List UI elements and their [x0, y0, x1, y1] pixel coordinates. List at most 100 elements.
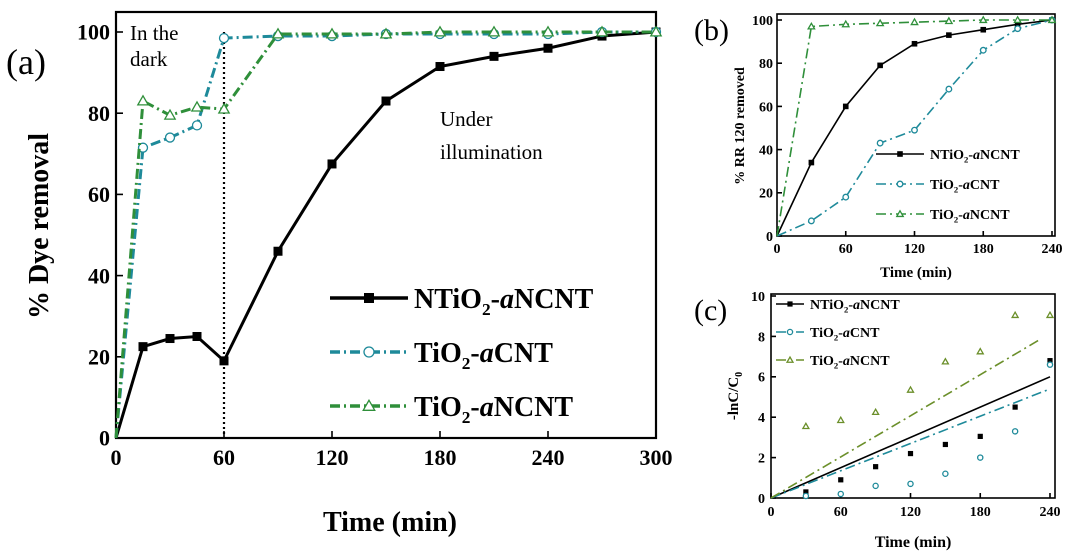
pa-legend-1-label: TiO2-aCNT	[414, 338, 553, 373]
panel-c-ylabel: -lnC/C0	[726, 372, 745, 420]
pa-series-1-point-2	[164, 132, 176, 143]
pa-series-0-line	[114, 30, 657, 439]
pa-series-2-point-8	[433, 25, 447, 37]
pa-legend-0-marker	[364, 293, 374, 303]
pb-series-0-point-1	[808, 159, 815, 166]
pc-series-1-point-1	[837, 490, 845, 498]
pb-xtick-label-3: 180	[973, 242, 994, 257]
panel-b-ylabel: % RR 120 removed	[733, 67, 748, 185]
panel-c-ylabel-main: -lnC/C	[726, 377, 742, 420]
pa-series-0-point-8	[435, 62, 445, 72]
pb-ytick-label-3: 60	[759, 100, 773, 115]
pc-legend-2-marker	[785, 355, 795, 363]
pa-legend-0-label: NTiO2-aNCNT	[414, 284, 594, 319]
pa-ytick-label-4: 80	[88, 101, 110, 126]
pa-ytick-label-0: 0	[99, 426, 110, 451]
pa-series-1-point-1	[137, 142, 149, 153]
pb-xtick-label-4: 240	[1042, 242, 1063, 257]
pa-series-1-line	[114, 30, 656, 439]
pc-series-2-point-1	[836, 415, 845, 424]
pa-legend-2-label-part-4: NCNT	[494, 392, 574, 423]
pb-legend-1-label-part-0: TiO	[930, 178, 954, 193]
pc-series-1-point-4	[942, 470, 949, 478]
pa-legend-0-label-part-2: -	[491, 284, 500, 315]
pb-legend-2-label-part-2: -	[958, 208, 963, 223]
pc-legend-0-label-part-1: 2	[844, 304, 848, 314]
pa-legend-2-label-part-2: -	[470, 392, 479, 423]
pa-legend-2-label-part-0: TiO	[414, 392, 462, 423]
pc-series-0-point-2	[873, 464, 879, 470]
pc-ytick-label-3: 6	[758, 371, 765, 386]
pb-series-2-point-3	[875, 18, 885, 27]
pa-series-2-point-12	[649, 25, 663, 37]
panel-b-frame	[776, 13, 1056, 237]
pc-series-2-point-7	[1045, 310, 1055, 319]
panel-a-chart: (a) In the dark Under illumination Time …	[6, 10, 673, 538]
pc-xtick-label-4: 240	[1040, 505, 1061, 520]
pa-series-0-point-7	[381, 96, 391, 106]
pc-ytick-label-2: 4	[758, 411, 765, 426]
pc-legend-0-label-part-0: NTiO	[810, 298, 844, 313]
pb-legend-2-label-part-3: a	[963, 208, 970, 223]
pa-legend-1-label-part-4: CNT	[494, 338, 553, 369]
pb-series-2-point-7	[1013, 15, 1022, 24]
pa-series-1-point-3	[191, 120, 203, 131]
pa-series-2-point-2	[163, 108, 177, 120]
panel-a-annot-dark-2: dark	[130, 47, 168, 71]
pc-legend-0-label-part-4: NCNT	[860, 298, 900, 313]
pa-series-0-point-4	[219, 356, 229, 366]
pb-xtick-label-2: 120	[904, 242, 925, 257]
pc-ytick-label-4: 8	[758, 330, 765, 345]
panel-c-xlabel: Time (min)	[875, 534, 952, 551]
pa-series-2-point-5	[271, 27, 285, 39]
panel-a-xlabel: Time (min)	[323, 507, 457, 538]
pc-legend-1-label-part-1: 2	[834, 332, 838, 342]
pb-ytick-label-5: 100	[752, 14, 773, 29]
pb-series-1-point-7	[1014, 25, 1022, 33]
pb-legend-1-label: TiO2-aCNT	[930, 178, 1000, 195]
pb-legend-2-marker	[895, 209, 905, 218]
pc-legend-1-label-part-3: a	[843, 326, 850, 341]
pb-legend-1-label-part-1: 2	[954, 184, 958, 194]
panel-a-annot-light-1: Under	[440, 107, 492, 131]
pc-legend-2-label-part-4: NCNT	[850, 354, 890, 369]
pa-legend-1-label-part-0: TiO	[414, 338, 462, 369]
pc-series-2-point-3	[906, 385, 915, 393]
pa-xtick-label-4: 240	[532, 445, 565, 470]
pa-series-0-point-5	[273, 246, 283, 256]
pc-series-0-fit-line	[770, 376, 1051, 499]
pa-legend-2-marker	[362, 398, 376, 411]
pa-legend-1-label-part-2: -	[470, 338, 479, 369]
pc-ytick-label-5: 10	[751, 290, 765, 305]
panel-b-label: (b)	[694, 14, 729, 47]
pa-series-2-point-1	[136, 94, 150, 106]
pb-legend-2-label-part-4: NCNT	[970, 208, 1010, 223]
pc-legend-0-label-part-3: a	[853, 298, 860, 313]
pc-legend-1-marker	[786, 328, 794, 336]
pb-series-2-point-2	[841, 19, 851, 28]
pc-legend-2-label: TiO2-aNCNT	[810, 354, 890, 371]
pc-series-0-point-7	[1047, 358, 1053, 364]
pc-legend-2-label-part-3: a	[843, 354, 850, 369]
pb-legend-0-label-part-0: NTiO	[930, 148, 964, 163]
panel-a-annot-light-2: illumination	[440, 140, 543, 164]
pa-series-0-point-3	[192, 332, 202, 341]
pb-series-0-point-2	[842, 103, 849, 110]
panel-b-chart: (b) Time (min) % RR 120 removed 0 60 120 18…	[694, 13, 1063, 281]
pb-series-2-point-1	[807, 21, 816, 30]
pb-series-0-point-7	[1014, 21, 1021, 28]
pa-series-2-point-3	[190, 100, 204, 112]
pa-xtick-label-1: 60	[213, 445, 235, 470]
pc-legend-2-label-part-2: -	[838, 354, 843, 369]
pb-series-2-point-4	[910, 17, 919, 26]
pa-series-2-point-11	[595, 25, 609, 37]
pa-legend-0-label-part-3: a	[500, 284, 514, 315]
pc-ytick-label-1: 2	[758, 452, 765, 467]
pb-series-1-point-1	[807, 217, 815, 225]
pb-series-0-point-6	[980, 26, 987, 33]
pc-xtick-label-1: 60	[834, 505, 848, 520]
pc-xtick-label-2: 120	[900, 505, 921, 520]
pa-series-2-line	[114, 30, 656, 439]
pc-xtick-label-0: 0	[768, 505, 775, 520]
